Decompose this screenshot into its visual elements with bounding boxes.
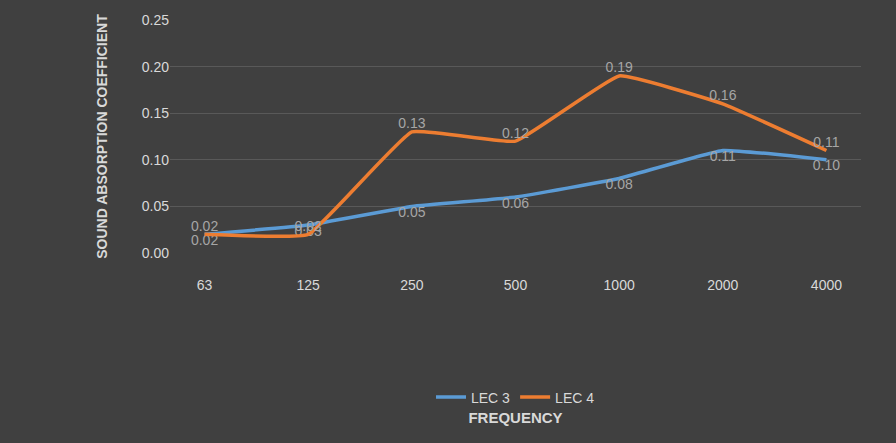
svg-text:2000: 2000 — [707, 277, 738, 293]
svg-text:500: 500 — [504, 277, 528, 293]
svg-text:0.00: 0.00 — [142, 245, 169, 261]
svg-text:4000: 4000 — [811, 277, 842, 293]
svg-text:0.12: 0.12 — [502, 125, 529, 141]
svg-text:0.13: 0.13 — [398, 115, 425, 131]
svg-text:0.10: 0.10 — [813, 157, 840, 173]
svg-text:0.16: 0.16 — [709, 87, 736, 103]
svg-text:0.11: 0.11 — [813, 134, 839, 150]
svg-text:0.02: 0.02 — [191, 218, 218, 234]
svg-text:0.03: 0.03 — [295, 223, 322, 239]
svg-text:0.06: 0.06 — [502, 195, 529, 211]
svg-text:0.19: 0.19 — [606, 59, 633, 75]
svg-text:63: 63 — [197, 277, 213, 293]
svg-text:LEC 3: LEC 3 — [471, 390, 510, 406]
svg-text:250: 250 — [400, 277, 424, 293]
svg-text:SOUND ABSORPTION COEFFICIENT: SOUND ABSORPTION COEFFICIENT — [94, 14, 110, 259]
svg-text:0.08: 0.08 — [606, 176, 633, 192]
svg-text:0.05: 0.05 — [142, 198, 169, 214]
svg-text:0.11: 0.11 — [710, 148, 736, 164]
svg-text:0.15: 0.15 — [142, 105, 169, 121]
svg-text:0.02: 0.02 — [191, 232, 218, 248]
svg-text:1000: 1000 — [604, 277, 635, 293]
svg-text:0.02: 0.02 — [295, 218, 322, 234]
svg-text:125: 125 — [297, 277, 321, 293]
svg-text:LEC 4: LEC 4 — [555, 390, 594, 406]
svg-text:0.10: 0.10 — [142, 152, 169, 168]
svg-text:FREQUENCY: FREQUENCY — [468, 409, 562, 426]
svg-text:0.05: 0.05 — [398, 204, 425, 220]
svg-text:0.20: 0.20 — [142, 59, 169, 75]
svg-text:0.25: 0.25 — [142, 12, 169, 28]
